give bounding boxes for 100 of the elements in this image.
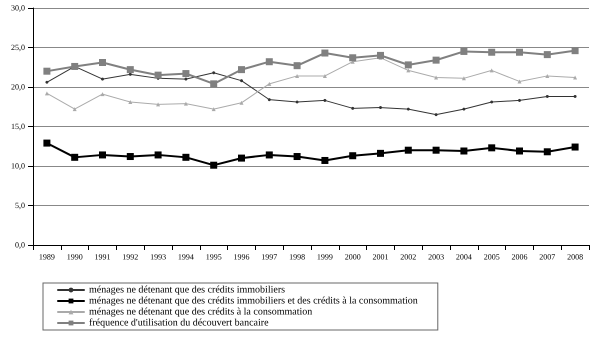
y-tick-label: 0,0 xyxy=(15,240,25,250)
point xyxy=(240,100,244,105)
point xyxy=(404,61,412,68)
point xyxy=(295,74,300,78)
point xyxy=(240,79,243,82)
point xyxy=(266,58,273,66)
point xyxy=(321,50,328,57)
x-tick-label: 1996 xyxy=(234,252,250,262)
x-tick-label: 2006 xyxy=(512,252,528,262)
point xyxy=(434,113,438,116)
point xyxy=(462,108,466,111)
point xyxy=(516,48,523,56)
x-tick-label: 1990 xyxy=(66,252,83,262)
point xyxy=(406,68,410,72)
point xyxy=(323,98,326,102)
point xyxy=(212,71,216,74)
point xyxy=(99,59,106,66)
point xyxy=(100,92,104,96)
legend-label: ménages ne détenant que des crédits à la consommation xyxy=(89,306,312,318)
point xyxy=(460,147,468,154)
point xyxy=(572,47,579,54)
x-tick-label: 1994 xyxy=(178,252,194,262)
point xyxy=(516,147,523,154)
point xyxy=(267,82,272,86)
y-tick-label: 10,0 xyxy=(11,162,25,170)
point xyxy=(268,98,271,102)
point xyxy=(210,162,218,169)
point xyxy=(128,100,132,104)
point xyxy=(460,48,468,55)
point xyxy=(574,94,577,98)
x-tick-label: 1997 xyxy=(261,252,278,262)
point xyxy=(99,151,106,158)
point xyxy=(182,154,190,161)
point xyxy=(210,80,218,88)
point xyxy=(518,79,522,84)
point xyxy=(321,156,328,164)
point xyxy=(44,91,49,96)
x-tick-label: 2004 xyxy=(456,252,472,262)
y-tick-label: 20,0 xyxy=(11,82,25,92)
point xyxy=(432,146,440,154)
point xyxy=(294,62,301,70)
point xyxy=(406,108,410,111)
point xyxy=(101,78,104,81)
point xyxy=(126,153,134,160)
point xyxy=(238,66,245,74)
point xyxy=(238,154,245,162)
y-tick-label: 30,0 xyxy=(11,4,25,12)
point xyxy=(349,54,356,62)
point xyxy=(72,107,77,112)
point xyxy=(351,106,354,110)
point xyxy=(266,151,273,158)
point xyxy=(462,76,466,80)
x-tick-label: 1998 xyxy=(289,252,306,262)
x-tick-label: 1989 xyxy=(38,252,55,262)
point xyxy=(126,66,134,74)
x-tick-label: 2001 xyxy=(372,252,388,262)
point xyxy=(156,102,160,106)
point xyxy=(349,152,356,160)
y-tick-label: 15,0 xyxy=(11,122,25,131)
point xyxy=(71,154,78,161)
point xyxy=(490,68,494,72)
point xyxy=(212,107,216,112)
x-tick-label: 1992 xyxy=(122,252,138,262)
point xyxy=(43,68,50,75)
point xyxy=(545,74,550,78)
y-tick-label: 5,0 xyxy=(15,201,25,210)
point xyxy=(572,144,579,151)
x-tick-label: 2005 xyxy=(484,252,500,262)
point xyxy=(45,80,48,84)
point xyxy=(154,72,162,79)
point xyxy=(128,72,132,76)
y-tick-label: 25,0 xyxy=(11,43,25,52)
point xyxy=(432,56,440,64)
x-tick-label: 1991 xyxy=(94,252,110,262)
x-tick-label: 2007 xyxy=(539,252,556,262)
legend-label: fréquence d'utilisation du découvert bancaire xyxy=(89,318,270,328)
x-tick-label: 2003 xyxy=(428,252,444,262)
point xyxy=(546,94,549,98)
point xyxy=(434,76,438,80)
point xyxy=(544,51,551,58)
point xyxy=(488,144,496,152)
x-tick-label: 1999 xyxy=(316,252,333,262)
point xyxy=(488,48,496,56)
point xyxy=(490,100,494,104)
point xyxy=(573,76,578,80)
point xyxy=(404,146,412,154)
x-tick-label: 1993 xyxy=(150,252,166,262)
point xyxy=(322,74,327,78)
x-tick-label: 1995 xyxy=(206,252,222,262)
x-tick-label: 2002 xyxy=(400,252,416,262)
point xyxy=(294,153,301,160)
point xyxy=(43,140,50,147)
point xyxy=(377,52,384,59)
point xyxy=(182,70,190,78)
point xyxy=(518,98,521,102)
x-tick-label: 2000 xyxy=(344,252,361,262)
point xyxy=(154,151,162,158)
legend-label: ménages ne détenant que des crédits immobiliers xyxy=(89,284,286,296)
point xyxy=(377,150,384,157)
point xyxy=(544,148,551,156)
